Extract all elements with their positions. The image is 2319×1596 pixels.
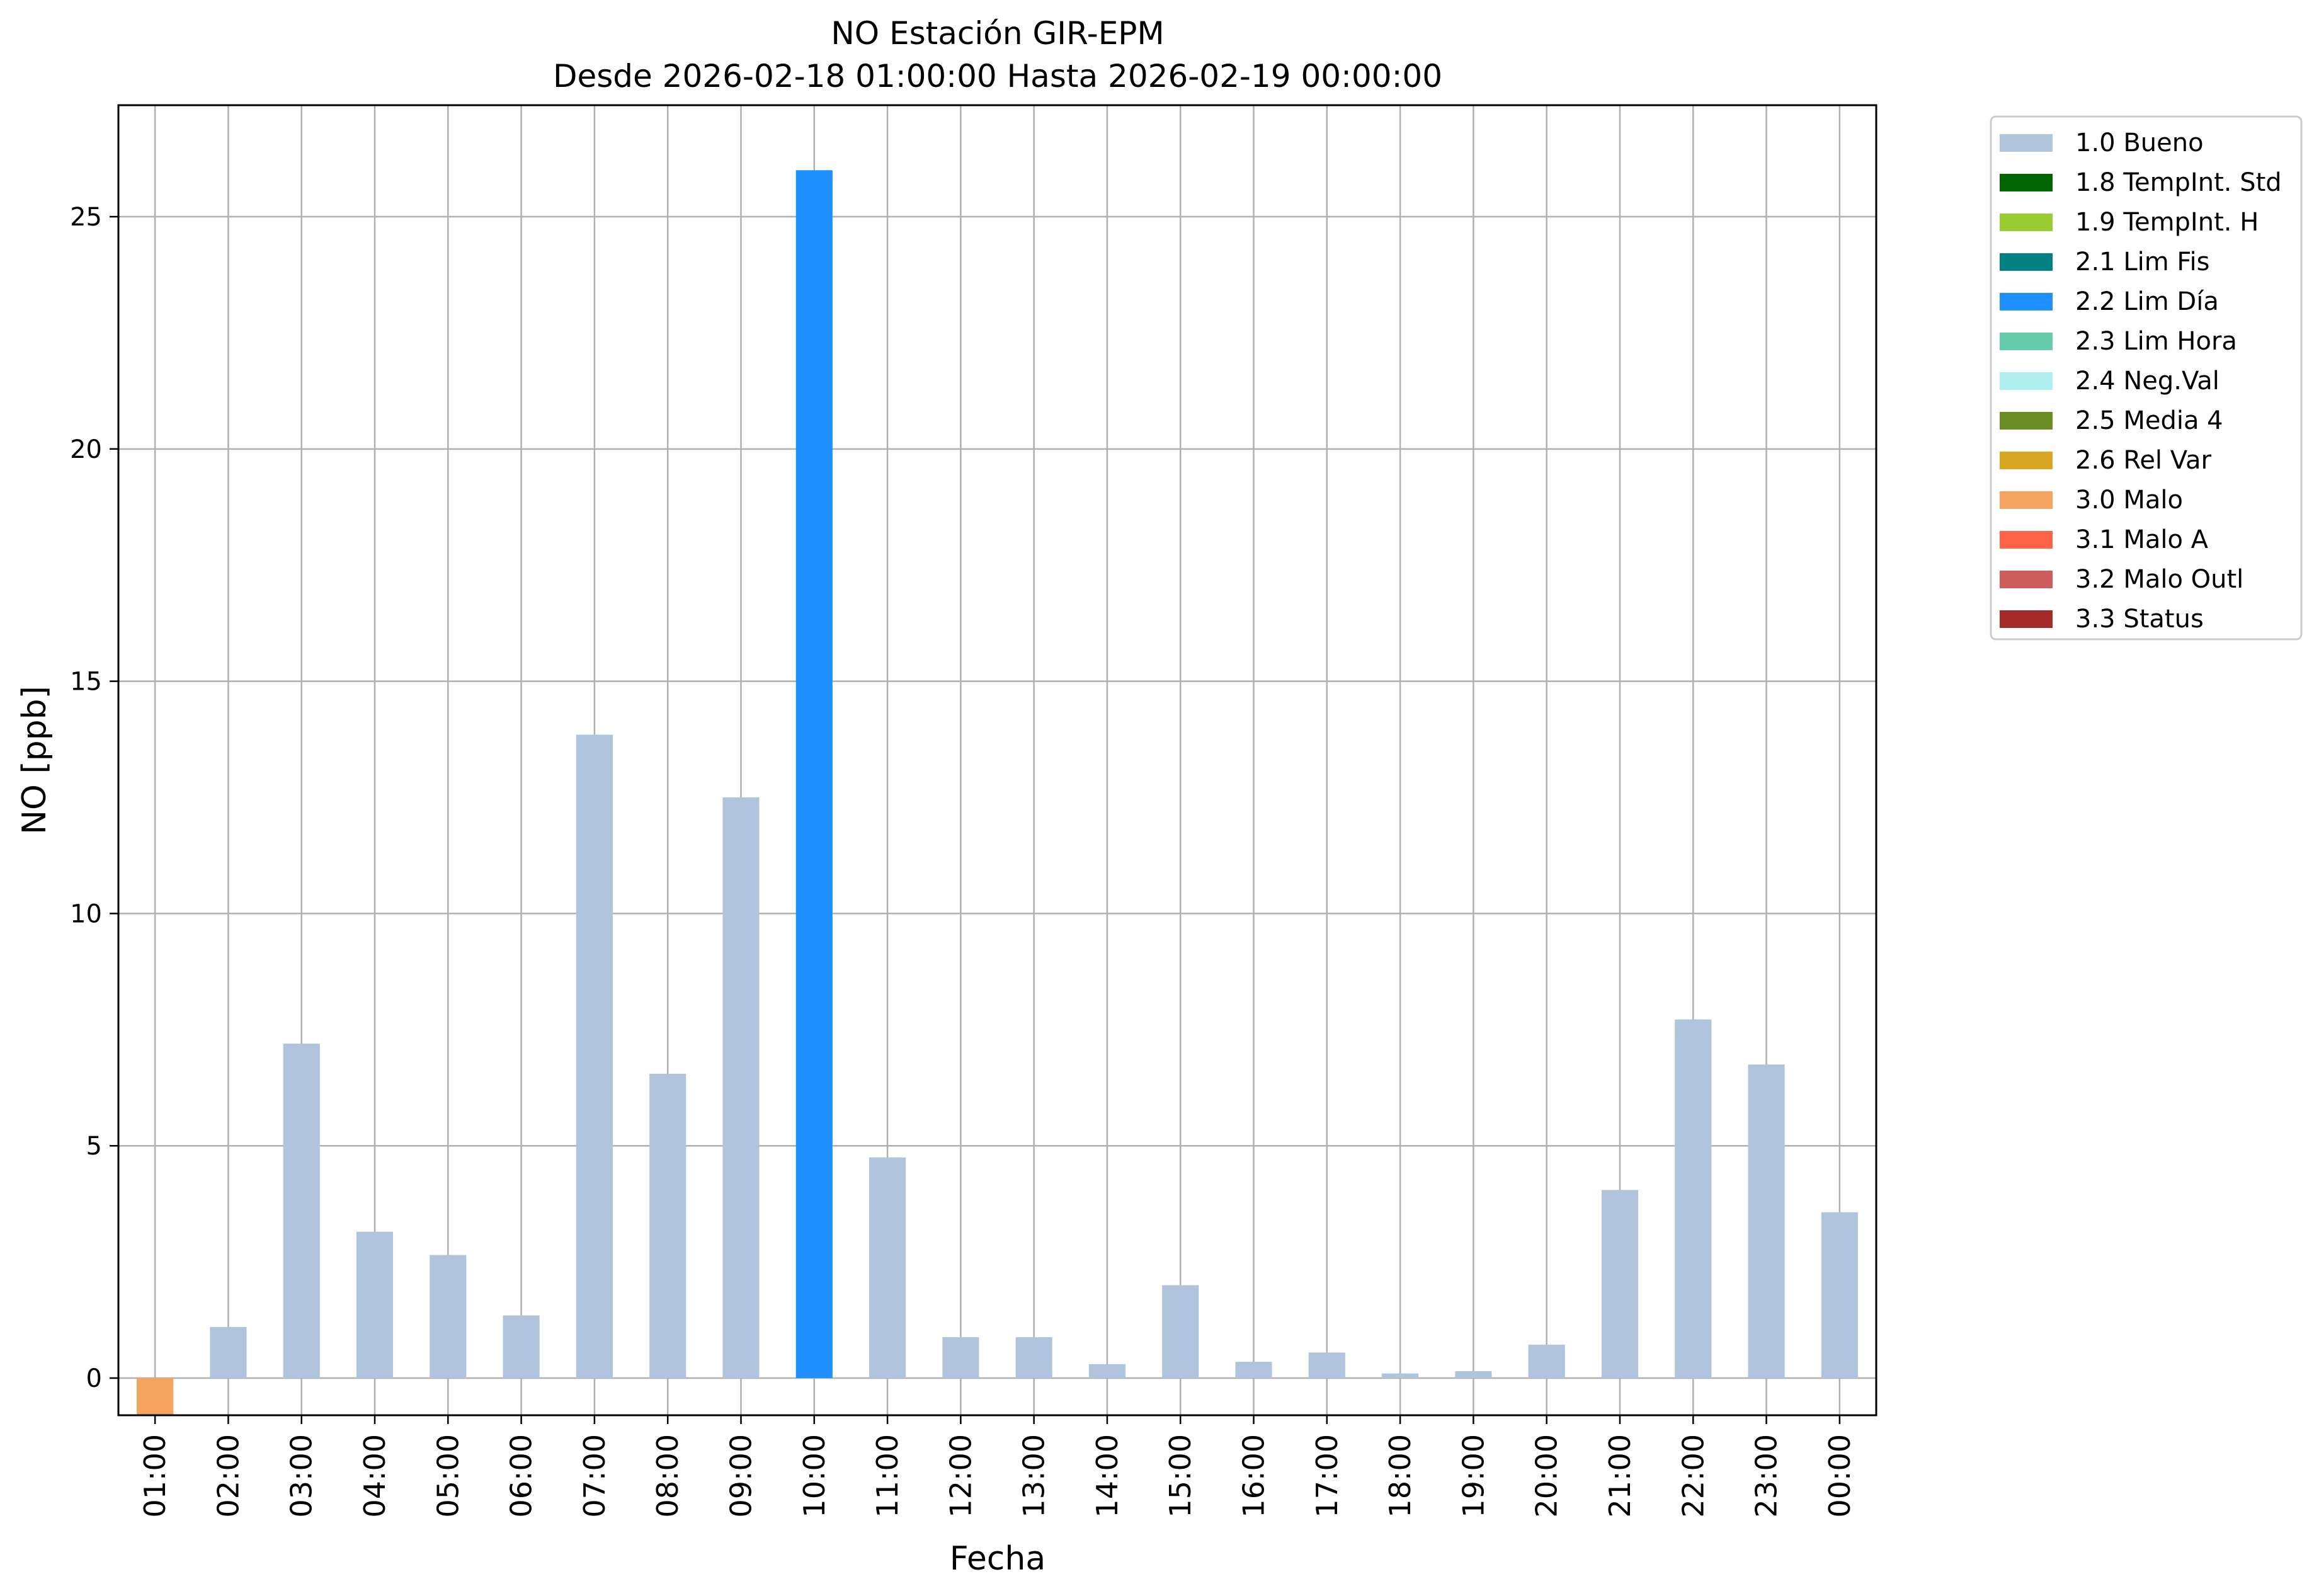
x-tick-label: 13:00 (1017, 1434, 1051, 1518)
x-tick-label: 18:00 (1383, 1434, 1417, 1518)
x-tick-label: 00:00 (1823, 1434, 1857, 1518)
legend-frame (1990, 115, 2303, 641)
legend-swatch (2000, 293, 2053, 311)
x-tick-label: 03:00 (285, 1434, 319, 1518)
y-axis-label: NO [ppb] (16, 686, 54, 835)
x-tick-label: 07:00 (578, 1434, 612, 1518)
bar-2300 (1748, 1064, 1785, 1378)
legend-label: 3.0 Malo (2075, 486, 2183, 515)
x-tick-label: 15:00 (1163, 1434, 1197, 1518)
y-tick-label: 15 (70, 668, 102, 697)
bar-1900 (1455, 1371, 1492, 1378)
y-tick-label: 5 (86, 1132, 102, 1161)
x-tick-label: 09:00 (724, 1434, 758, 1518)
bar-0300 (283, 1043, 320, 1378)
x-axis-label: Fecha (950, 1540, 1046, 1578)
legend-swatch (2000, 333, 2053, 350)
bar-1700 (1308, 1352, 1345, 1378)
legend-label: 1.9 TempInt. H (2075, 208, 2259, 237)
legend-label: 2.5 Media 4 (2075, 406, 2223, 435)
x-tick-label: 12:00 (943, 1434, 977, 1518)
legend-swatch (2000, 531, 2053, 549)
legend-swatch (2000, 491, 2053, 509)
bar-0200 (210, 1326, 247, 1378)
bar-0900 (722, 797, 760, 1378)
x-tick-label: 16:00 (1237, 1434, 1271, 1518)
bar-0000 (1821, 1212, 1858, 1378)
x-tick-label: 22:00 (1676, 1434, 1710, 1518)
legend-label: 2.4 Neg.Val (2075, 367, 2219, 396)
legend-swatch (2000, 452, 2053, 469)
legend: 1.0 Bueno 1.8 TempInt. Std 1.9 TempInt. H 2… (1990, 115, 2303, 641)
legend-swatch (2000, 253, 2053, 271)
x-tick-label: 08:00 (651, 1434, 685, 1518)
x-tick-label: 19:00 (1456, 1434, 1490, 1518)
legend-label: 3.1 Malo A (2075, 525, 2209, 554)
bar-0500 (430, 1255, 467, 1378)
legend-label: 1.0 Bueno (2075, 128, 2204, 157)
legend-swatch (2000, 610, 2053, 628)
x-tick-label: 01:00 (138, 1434, 172, 1518)
legend-label: 3.2 Malo Outl (2075, 565, 2243, 594)
bar-0700 (576, 734, 613, 1378)
bar-2000 (1528, 1344, 1565, 1378)
x-tick-label: 05:00 (431, 1434, 465, 1518)
bar-0800 (649, 1073, 687, 1378)
legend-label: 2.3 Lim Hora (2075, 327, 2237, 356)
bar-2200 (1675, 1019, 1712, 1378)
x-tick-label: 20:00 (1530, 1434, 1564, 1518)
legend-label: 1.8 TempInt. Std (2075, 168, 2282, 197)
bar-1300 (1015, 1337, 1052, 1378)
bars (137, 170, 1858, 1415)
chart-subtitle: Desde 2026-02-18 01:00:00 Hasta 2026-02-… (553, 58, 1442, 94)
bar-0600 (503, 1315, 540, 1378)
y-tick-label: 0 (86, 1364, 102, 1393)
x-tick-label: 21:00 (1603, 1434, 1637, 1518)
legend-label: 2.1 Lim Fis (2075, 248, 2209, 276)
y-axis: 0 5 10 15 20 25 (70, 203, 118, 1393)
x-tick-label: 02:00 (211, 1434, 245, 1518)
bar-1200 (942, 1337, 979, 1378)
chart-title: NO Estación GIR-EPM (831, 15, 1164, 52)
x-tick-label: 17:00 (1310, 1434, 1344, 1518)
legend-label: 3.3 Status (2075, 605, 2204, 634)
bar-1100 (869, 1157, 906, 1378)
legend-swatch (2000, 372, 2053, 390)
bar-1800 (1382, 1373, 1419, 1378)
legend-swatch (2000, 214, 2053, 231)
y-tick-label: 20 (70, 435, 102, 464)
x-tick-label: 10:00 (797, 1434, 831, 1518)
legend-swatch (2000, 571, 2053, 588)
bar-1600 (1235, 1362, 1272, 1378)
legend-swatch (2000, 412, 2053, 430)
bar-1000 (795, 170, 833, 1378)
y-tick-label: 25 (70, 203, 102, 232)
plot-frame (117, 104, 1877, 1416)
y-tick-label: 10 (70, 899, 102, 928)
bar-1500 (1162, 1285, 1199, 1378)
legend-label: 2.2 Lim Día (2075, 287, 2219, 316)
x-tick-label: 23:00 (1750, 1434, 1784, 1518)
x-axis: 01:00 02:00 03:00 04:00 05:00 06:00 07:00 08:00… (138, 1415, 1857, 1518)
x-tick-label: 14:00 (1090, 1434, 1124, 1518)
x-tick-label: 06:00 (504, 1434, 538, 1518)
bar-0400 (356, 1231, 394, 1378)
x-tick-label: 04:00 (358, 1434, 392, 1518)
bar-1400 (1088, 1364, 1126, 1378)
bar-2100 (1601, 1190, 1639, 1378)
legend-swatch (2000, 134, 2053, 152)
bar-0100 (137, 1377, 174, 1415)
legend-label: 2.6 Rel Var (2075, 446, 2212, 475)
x-tick-label: 11:00 (870, 1434, 904, 1518)
legend-swatch (2000, 174, 2053, 191)
